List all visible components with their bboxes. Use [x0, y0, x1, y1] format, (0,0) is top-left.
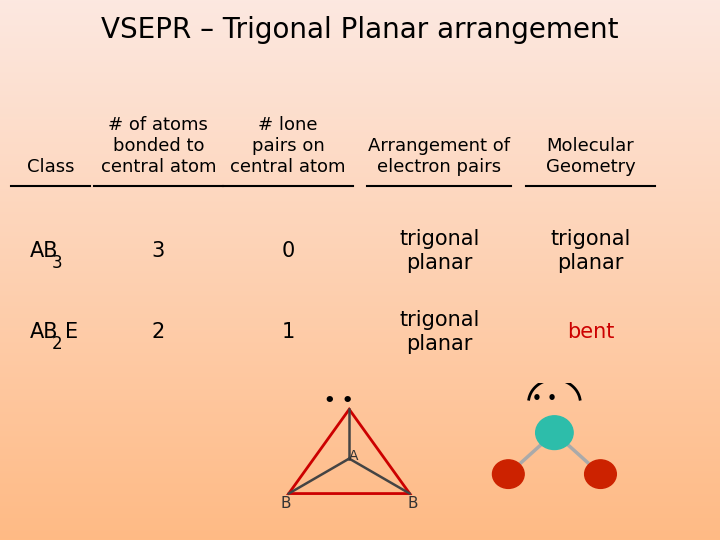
Text: AB: AB: [30, 241, 59, 261]
Text: 2: 2: [152, 322, 165, 342]
Text: trigonal
planar: trigonal planar: [399, 310, 480, 354]
Text: B: B: [408, 496, 418, 511]
Text: bent: bent: [567, 322, 614, 342]
Text: # lone
pairs on
central atom: # lone pairs on central atom: [230, 116, 346, 176]
Text: trigonal
planar: trigonal planar: [550, 230, 631, 273]
Text: Class: Class: [27, 158, 74, 176]
Text: • •: • •: [325, 393, 354, 410]
Text: 2: 2: [52, 335, 63, 353]
Text: B: B: [281, 496, 291, 511]
Text: trigonal
planar: trigonal planar: [399, 230, 480, 273]
Text: • •: • •: [532, 392, 557, 407]
Text: AB: AB: [30, 322, 59, 342]
Circle shape: [585, 460, 616, 488]
Text: Arrangement of
electron pairs: Arrangement of electron pairs: [368, 137, 510, 176]
Text: 3: 3: [152, 241, 165, 261]
Text: E: E: [65, 322, 78, 342]
Circle shape: [536, 416, 573, 449]
Circle shape: [492, 460, 524, 488]
Text: VSEPR – Trigonal Planar arrangement: VSEPR – Trigonal Planar arrangement: [102, 16, 618, 44]
Text: Molecular
Geometry: Molecular Geometry: [546, 137, 635, 176]
Text: A: A: [348, 449, 359, 463]
Text: 1: 1: [282, 322, 294, 342]
Text: 3: 3: [52, 254, 63, 272]
Text: 0: 0: [282, 241, 294, 261]
Text: # of atoms
bonded to
central atom: # of atoms bonded to central atom: [101, 116, 216, 176]
